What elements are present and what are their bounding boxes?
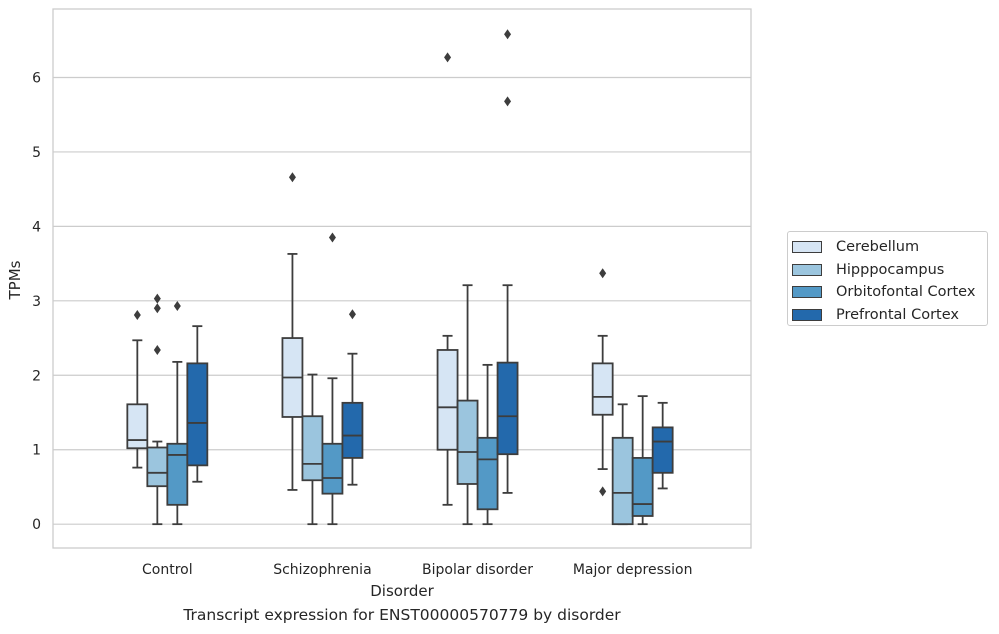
box-iqr xyxy=(611,436,634,526)
outlier-point xyxy=(444,52,452,63)
box-iqr xyxy=(631,457,654,517)
plot-frame xyxy=(52,8,752,549)
box-2-0 xyxy=(436,52,459,506)
outlier-point xyxy=(153,303,161,314)
legend-item-hippocampus: Hipppocampus xyxy=(788,259,987,282)
outlier-point xyxy=(599,486,607,497)
box-0-3 xyxy=(186,325,209,483)
box-iqr xyxy=(651,426,674,474)
box-2-1 xyxy=(456,284,479,526)
box-iqr xyxy=(591,362,614,416)
legend-swatch xyxy=(792,286,822,299)
box-iqr xyxy=(456,399,479,485)
x-tick-label: Major depression xyxy=(573,562,693,578)
box-series xyxy=(126,29,674,526)
box-3-3 xyxy=(651,401,674,490)
y-tick-label: 0 xyxy=(32,517,41,533)
box-iqr xyxy=(341,401,364,459)
box-1-3 xyxy=(341,309,364,486)
box-iqr xyxy=(496,361,519,456)
box-0-0 xyxy=(126,309,149,469)
outlier-point xyxy=(153,344,161,355)
y-tick-label: 2 xyxy=(32,368,41,384)
y-axis-ticks: 0 1 2 3 4 5 6 xyxy=(32,70,41,533)
box-iqr xyxy=(166,442,189,506)
x-tick-label: Schizophrenia xyxy=(273,562,371,578)
box-3-1 xyxy=(611,403,634,526)
box-1-2 xyxy=(321,232,344,526)
box-3-2 xyxy=(631,395,654,526)
x-tick-label: Bipolar disorder xyxy=(422,562,533,578)
legend-label: Orbitofontal Cortex xyxy=(836,284,976,301)
legend-swatch xyxy=(792,308,822,321)
box-iqr xyxy=(476,436,499,511)
outlier-point xyxy=(504,29,512,40)
legend-swatch xyxy=(792,241,822,254)
box-iqr xyxy=(186,362,209,467)
box-iqr xyxy=(126,403,149,450)
outlier-point xyxy=(153,293,161,304)
chart-caption: Transcript expression for ENST0000057077… xyxy=(183,606,621,624)
legend-label: Hipppocampus xyxy=(836,261,945,278)
box-1-1 xyxy=(301,373,324,526)
box-0-2 xyxy=(166,301,189,526)
legend-swatch xyxy=(792,263,822,276)
y-tick-label: 1 xyxy=(32,443,41,459)
box-iqr xyxy=(321,442,344,495)
y-tick-label: 5 xyxy=(32,145,41,161)
outlier-point xyxy=(599,268,607,279)
x-tick-label: Control xyxy=(142,562,193,578)
box-0-1 xyxy=(146,293,169,526)
outlier-point xyxy=(133,309,141,320)
box-3-0 xyxy=(591,268,614,497)
legend-item-orbitofrontal-cortex: Orbitofontal Cortex xyxy=(788,281,987,304)
legend-item-cerebellum: Cerebellum xyxy=(788,236,987,259)
outlier-point xyxy=(288,172,296,183)
box-2-2 xyxy=(476,363,499,526)
x-axis-ticks: Control Schizophrenia Bipolar disorder Majo… xyxy=(142,562,692,578)
box-iqr xyxy=(146,446,169,488)
legend: Cerebellum Hipppocampus Orbitofontal Cor… xyxy=(787,231,988,326)
box-2-3 xyxy=(496,29,519,494)
y-tick-label: 6 xyxy=(32,70,41,86)
legend-label: Prefrontal Cortex xyxy=(836,306,959,323)
outlier-point xyxy=(173,301,181,312)
y-axis-label: TPMs xyxy=(6,260,24,300)
y-tick-label: 4 xyxy=(32,219,41,235)
legend-label: Cerebellum xyxy=(836,239,920,256)
legend-item-prefrontal-cortex: Prefrontal Cortex xyxy=(788,304,987,327)
outlier-point xyxy=(328,232,336,243)
box-iqr xyxy=(436,349,459,451)
outlier-point xyxy=(504,96,512,107)
box-1-0 xyxy=(281,172,304,491)
box-iqr xyxy=(301,415,324,482)
x-axis-label: Disorder xyxy=(370,582,434,600)
y-tick-label: 3 xyxy=(32,294,41,310)
outlier-point xyxy=(348,309,356,320)
